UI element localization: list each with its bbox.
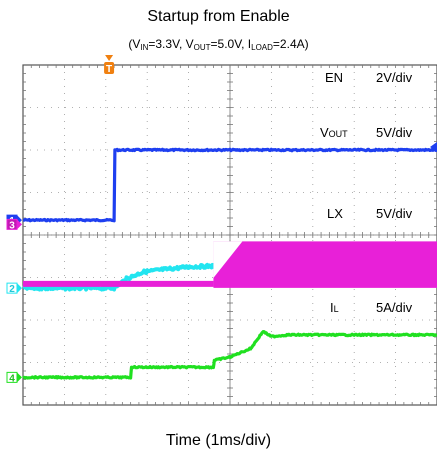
subtitle-vout-sub: OUT	[193, 43, 211, 52]
trigger-marker-icon: T	[104, 55, 115, 75]
channel-label-main: I	[330, 300, 334, 315]
trace-lx-switching	[213, 241, 437, 288]
chart-subtitle: (VIN=3.3V, VOUT=5.0V, ILOAD=2.4A)	[0, 37, 437, 52]
channel-scale-vout: 5V/div	[376, 125, 413, 140]
series-en	[22, 147, 437, 223]
subtitle-vin-sub: IN	[140, 43, 149, 52]
series-il	[22, 330, 437, 380]
subtitle-iload-val: =2.4A)	[272, 37, 309, 51]
channel-marker-il: 4	[6, 371, 22, 384]
trigger-level-icon	[430, 142, 437, 152]
subtitle-vout-val: =5.0V, I	[210, 37, 252, 51]
channel-marker-number: 3	[9, 220, 15, 231]
chart-title: Startup from Enable	[147, 8, 290, 25]
channel-marker-arrow	[17, 219, 22, 230]
trigger-label: T	[106, 64, 112, 75]
trace-lx-baseline	[23, 280, 214, 287]
channel-label-il: IL	[330, 300, 339, 315]
channel-marker-number: 4	[9, 373, 15, 384]
plot-markers: 1234T	[6, 55, 437, 384]
channel-label-main: V	[320, 125, 329, 140]
x-axis-label: Time (1ms/div)	[165, 432, 272, 449]
trace-lx-rise-notch	[213, 241, 243, 278]
trigger-arrow	[105, 55, 114, 61]
channel-label-sub: OUT	[329, 129, 349, 139]
subtitle-iload-sub: LOAD	[251, 43, 273, 52]
channel-marker-number: 2	[9, 284, 15, 295]
plot-traces	[22, 147, 437, 380]
channel-scale-il: 5A/div	[376, 300, 413, 315]
subtitle-open: (V	[128, 37, 141, 51]
trace-en	[22, 147, 437, 223]
plot-grid	[22, 64, 437, 406]
channel-marker-arrow	[17, 283, 22, 294]
channel-label-vout: VOUT	[320, 125, 348, 140]
channel-marker-arrow	[17, 372, 22, 383]
channel-label-sub: L	[334, 304, 339, 314]
channel-label-lx: LX	[327, 206, 343, 221]
channel-scale-en: 2V/div	[376, 70, 413, 85]
channel-marker-vout: 2	[6, 282, 22, 295]
trigger-box	[104, 62, 115, 74]
channel-marker-lx: 3	[6, 218, 22, 231]
plot-labels: EN 2V/div VOUT 5V/div LX 5V/div IL 5A/div	[320, 70, 413, 315]
subtitle-vin-val: =3.3V, V	[148, 37, 194, 51]
trace-il	[22, 330, 437, 380]
channel-label-en: EN	[325, 70, 343, 85]
channel-scale-lx: 5V/div	[376, 206, 413, 221]
series-lx	[23, 241, 437, 288]
